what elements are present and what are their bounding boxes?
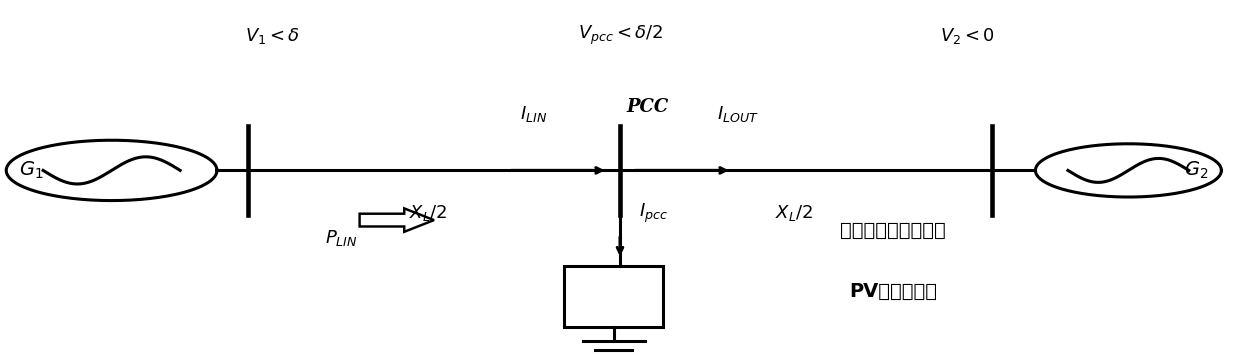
Text: $G_2$: $G_2$ [1184,160,1209,181]
Text: $V_2<0$: $V_2<0$ [940,26,994,45]
Text: $V_1<\delta$: $V_1<\delta$ [246,26,300,45]
Text: $I_{pcc}$: $I_{pcc}$ [639,201,667,225]
Text: $V_{pcc}<\delta/2$: $V_{pcc}<\delta/2$ [578,24,662,47]
Polygon shape [360,208,434,232]
Text: $I_{LOUT}$: $I_{LOUT}$ [717,104,759,124]
Text: PCC: PCC [626,98,668,115]
Text: 具有多变量调制器的: 具有多变量调制器的 [839,221,946,240]
Bar [564,266,663,327]
Text: $X_L/2$: $X_L/2$ [409,203,446,223]
Text: $I_{LIN}$: $I_{LIN}$ [520,104,547,124]
Text: $G_1$: $G_1$ [19,160,43,181]
Text: $X_L/2$: $X_L/2$ [775,203,812,223]
Text: $P_{LIN}$: $P_{LIN}$ [325,228,357,248]
Text: PV太阳能系统: PV太阳能系统 [849,282,936,301]
